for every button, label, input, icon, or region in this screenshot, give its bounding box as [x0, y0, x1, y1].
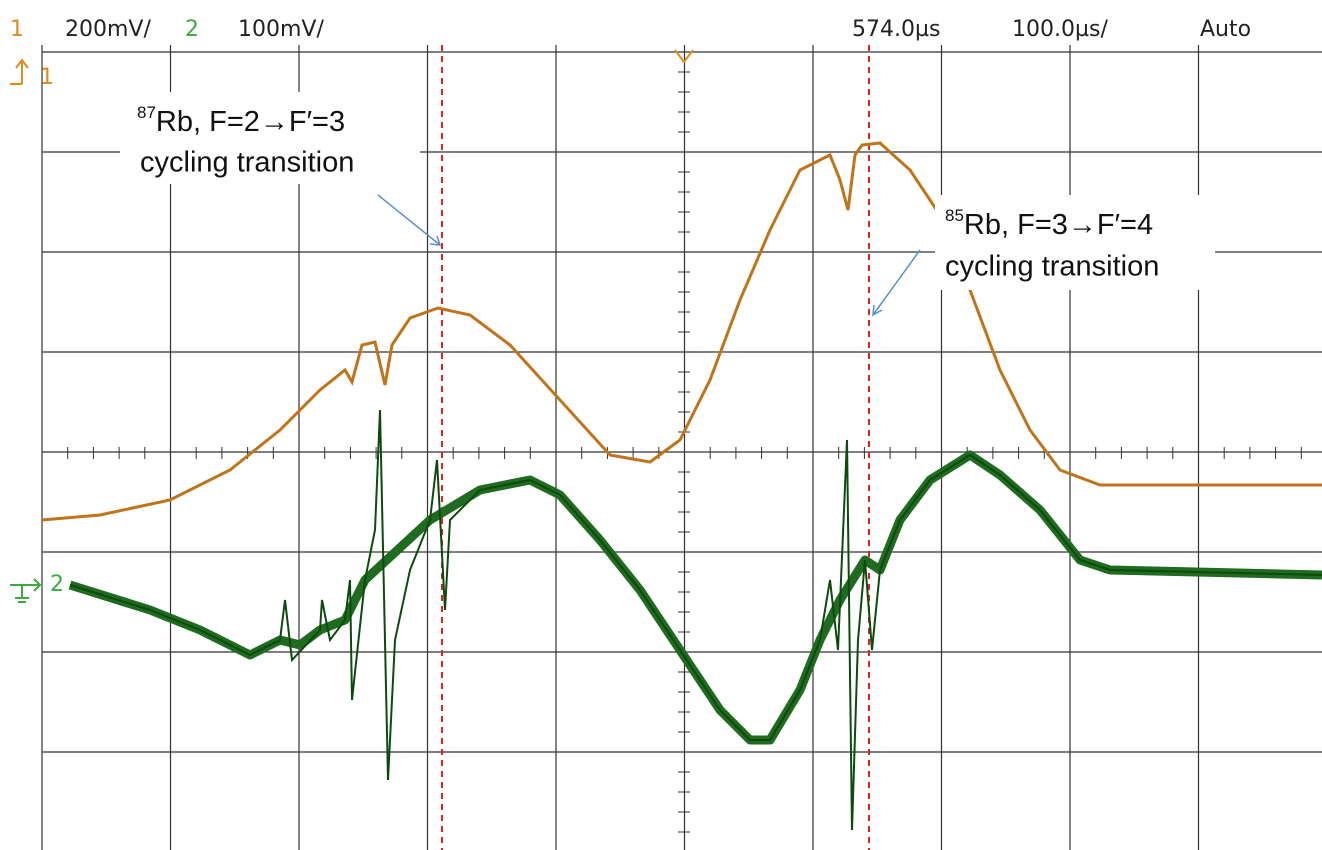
channel-2-scale: 100mV/ — [238, 17, 324, 42]
transition: Rb, F=2→F′=3 — [156, 106, 345, 138]
transition: Rb, F=3→F′=4 — [964, 209, 1153, 241]
oscilloscope-screen: 1 200mV/ 2 100mV/ 574.0µs 100.0µs/ Auto … — [0, 0, 1322, 850]
channel-1-scale: 200mV/ — [65, 17, 151, 42]
time-scale: 100.0µs/ — [1012, 17, 1108, 42]
annotation-title: 87Rb, F=2→F′=3 — [137, 103, 345, 137]
channel-2-label: 2 — [185, 17, 199, 42]
annotation-subtitle: cycling transition — [140, 147, 354, 179]
time-offset: 574.0µs — [852, 17, 940, 42]
page: 1 200mV/ 2 100mV/ 574.0µs 100.0µs/ Auto … — [0, 0, 1322, 850]
channel-1-marker: 1 — [40, 65, 54, 90]
annotation-title: 85Rb, F=3→F′=4 — [945, 206, 1153, 240]
channel-2-marker: 2 — [50, 572, 64, 597]
annotation-subtitle: cycling transition — [945, 251, 1159, 283]
channel-1-label: 1 — [10, 17, 24, 42]
trigger-mode: Auto — [1200, 17, 1251, 42]
isotope: 87 — [137, 103, 156, 122]
isotope: 85 — [945, 206, 964, 225]
